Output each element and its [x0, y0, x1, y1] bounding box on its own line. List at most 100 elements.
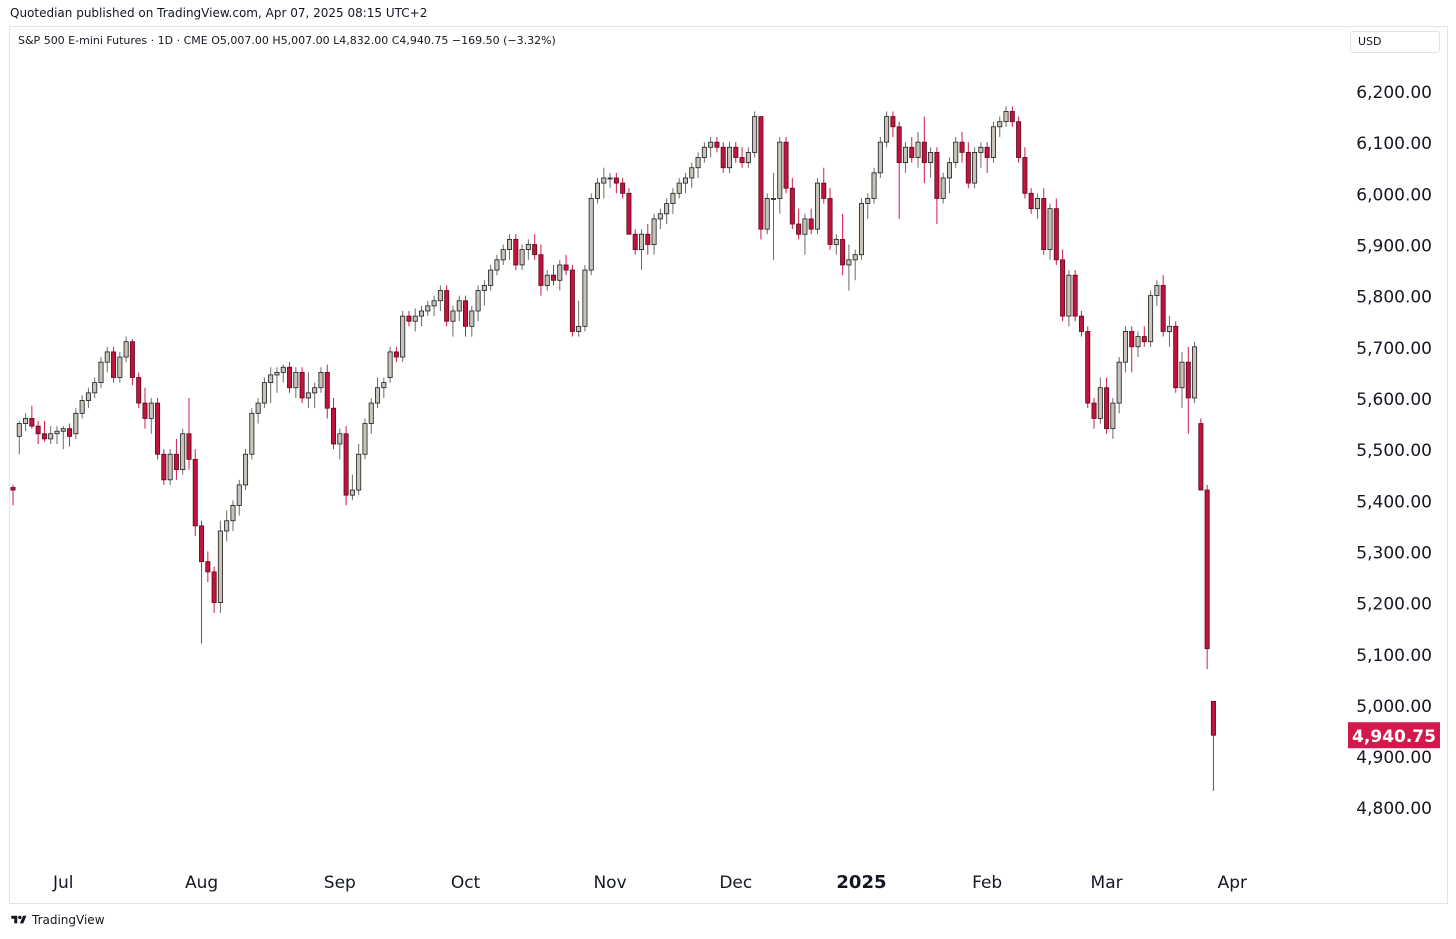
candle-body [745, 151, 751, 164]
candle-body [230, 504, 236, 522]
candle-body [419, 310, 425, 317]
candle-body [940, 177, 946, 199]
currency-button[interactable]: USD [1350, 31, 1440, 53]
candle-body [632, 233, 638, 250]
candle-body [274, 371, 280, 376]
candle-body [92, 382, 98, 394]
candle-body [576, 325, 582, 332]
candle-body [180, 433, 186, 470]
candle-body [814, 182, 820, 230]
candle-body [450, 310, 456, 322]
candle-body [708, 141, 714, 148]
candle-body [802, 218, 808, 235]
candle-body [280, 366, 286, 373]
candle-body [186, 433, 192, 460]
y-tick-label: 5,100.00 [1356, 646, 1432, 666]
candle-body [1173, 325, 1179, 389]
candle-body [155, 402, 161, 455]
candle-body [990, 126, 996, 158]
chart-frame[interactable] [9, 26, 1448, 904]
candle-body [41, 433, 47, 440]
candle-body [582, 269, 588, 327]
candle-body [312, 387, 318, 394]
candle-body [846, 259, 852, 266]
candle-body [557, 264, 563, 281]
symbol-legend: S&P 500 E-mini Futures · 1D · CME O5,007… [18, 34, 556, 47]
candle-body [1160, 285, 1166, 332]
y-tick-label: 5,600.00 [1356, 390, 1432, 410]
candle-body [167, 453, 173, 481]
candle-body [1129, 331, 1135, 348]
candle-body [664, 203, 670, 215]
candle-body [400, 315, 406, 358]
candle-body [777, 141, 783, 199]
x-tick-label: Feb [972, 873, 1002, 893]
candle-body [54, 430, 60, 435]
candle-body [1041, 198, 1047, 250]
candle-body [620, 182, 626, 194]
candle-body [337, 433, 343, 445]
candle-body [1185, 361, 1191, 399]
tradingview-brand[interactable]: TradingView [10, 913, 105, 927]
candle-body [494, 259, 500, 271]
candle-body [387, 351, 393, 378]
candle-body [1179, 361, 1185, 389]
candle-body [243, 453, 249, 486]
x-tick-label: Apr [1218, 873, 1247, 893]
candle-body [752, 116, 758, 153]
candle-body [1097, 387, 1103, 419]
candle-body [1210, 700, 1216, 736]
candle-body [368, 402, 374, 424]
candle-body [525, 244, 531, 250]
candle-body [1009, 111, 1015, 123]
candle-body [381, 382, 387, 389]
candle-body [595, 182, 601, 199]
candle-body [1085, 331, 1091, 404]
candle-body [425, 305, 431, 312]
y-tick-label: 5,900.00 [1356, 236, 1432, 256]
candle-body [1198, 423, 1204, 491]
candle-body [934, 151, 940, 199]
candle-body [142, 402, 148, 419]
candle-body [1034, 198, 1040, 210]
candle-body [965, 151, 971, 184]
y-tick-label: 6,000.00 [1356, 185, 1432, 205]
candle-body [770, 198, 776, 200]
candle-body [73, 412, 79, 435]
candle-body [35, 425, 41, 435]
candle-body [607, 177, 613, 180]
candle-body [10, 487, 16, 491]
candle-body [972, 151, 978, 184]
candle-body [362, 423, 368, 455]
candle-body [488, 269, 494, 286]
candle-body [513, 238, 519, 266]
candle-body [217, 530, 223, 604]
candle-body [85, 392, 91, 401]
candle-body [161, 453, 167, 481]
candle-body [393, 351, 399, 358]
candle-body [544, 274, 550, 286]
candle-body [1060, 259, 1066, 317]
candle-body [104, 351, 110, 363]
candle-body [563, 264, 569, 271]
candle-body [764, 198, 770, 230]
y-tick-label: 4,800.00 [1356, 799, 1432, 819]
candle-body [639, 233, 645, 250]
tradingview-label: TradingView [32, 913, 105, 927]
candle-body [946, 162, 952, 179]
y-tick-label: 5,000.00 [1356, 697, 1432, 717]
candle-body [997, 121, 1003, 128]
candle-body [48, 433, 54, 440]
candle-body [255, 402, 261, 414]
candle-body [261, 382, 267, 404]
candle-body [287, 366, 293, 389]
candle-body [871, 172, 877, 199]
y-tick-label: 6,200.00 [1356, 83, 1432, 103]
candle-body [507, 238, 513, 250]
candle-body [331, 407, 337, 445]
candle-body [1104, 387, 1110, 430]
candle-body [651, 218, 657, 245]
x-tick-label: Dec [719, 873, 752, 893]
candle-body [909, 146, 915, 158]
